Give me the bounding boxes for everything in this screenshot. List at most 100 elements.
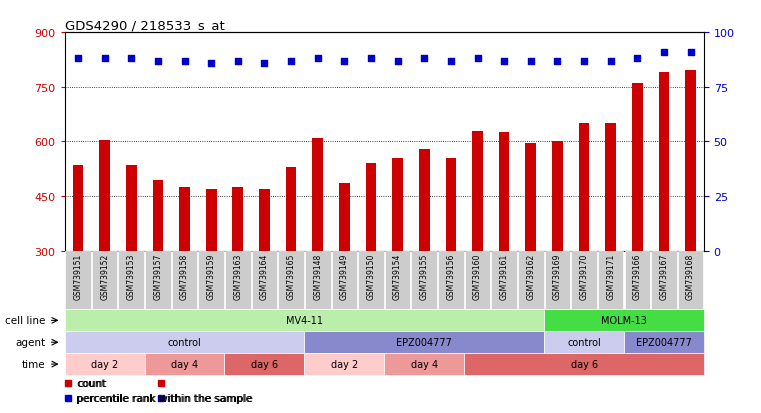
Text: GSM739159: GSM739159	[207, 253, 215, 299]
Bar	[518, 251, 543, 310]
Bar	[446, 159, 457, 251]
Point	[312, 56, 324, 62]
Text: GSM739170: GSM739170	[580, 253, 588, 299]
Text: control: control	[567, 337, 601, 347]
Point	[338, 58, 350, 65]
Bar	[678, 251, 703, 310]
Bar	[304, 353, 384, 375]
Bar	[605, 124, 616, 251]
Text: MOLM-13: MOLM-13	[601, 316, 647, 325]
Point	[551, 58, 563, 65]
Bar	[73, 166, 84, 251]
Text: GSM739171: GSM739171	[607, 253, 615, 299]
Text: GSM739151: GSM739151	[74, 253, 82, 299]
Text: percentile rank within the sample: percentile rank within the sample	[76, 393, 252, 403]
Point	[231, 58, 244, 65]
Text: GSM739166: GSM739166	[633, 253, 642, 299]
Text: GSM739160: GSM739160	[473, 253, 482, 299]
Bar	[65, 251, 91, 310]
Bar	[119, 251, 144, 310]
Text: GSM739158: GSM739158	[180, 253, 189, 299]
Text: agent: agent	[15, 337, 46, 347]
Bar	[465, 251, 490, 310]
Text: GSM739150: GSM739150	[367, 253, 375, 299]
Bar	[544, 332, 624, 353]
Text: GDS4290 / 218533_s_at: GDS4290 / 218533_s_at	[65, 19, 224, 32]
Point	[125, 56, 137, 62]
Text: GSM739163: GSM739163	[234, 253, 242, 299]
Bar	[92, 251, 117, 310]
Point	[524, 58, 537, 65]
Bar	[259, 190, 269, 251]
Point	[151, 58, 164, 65]
Text: percentile rank within the sample: percentile rank within the sample	[78, 393, 253, 403]
Bar	[598, 251, 623, 310]
Bar	[632, 84, 642, 251]
Text: day 4: day 4	[171, 359, 198, 369]
Text: GSM739149: GSM739149	[340, 253, 349, 299]
Text: GSM739168: GSM739168	[686, 253, 695, 299]
Point	[98, 56, 111, 62]
Bar	[659, 73, 670, 251]
Bar	[332, 251, 357, 310]
Bar	[686, 71, 696, 251]
Bar	[305, 251, 330, 310]
Bar	[339, 184, 350, 251]
Text: GSM739153: GSM739153	[127, 253, 135, 299]
Bar	[152, 180, 163, 251]
Bar	[385, 251, 410, 310]
Text: GSM739157: GSM739157	[154, 253, 162, 299]
Text: EPZ004777: EPZ004777	[636, 337, 692, 347]
Point	[419, 56, 431, 62]
Bar	[492, 251, 517, 310]
Point	[258, 60, 271, 67]
Bar	[224, 353, 304, 375]
Text: time: time	[22, 359, 46, 369]
Bar	[205, 190, 216, 251]
Point	[631, 56, 643, 62]
Text: GSM739152: GSM739152	[100, 253, 109, 299]
Bar	[233, 188, 243, 251]
Point	[285, 58, 297, 65]
Bar	[126, 166, 137, 251]
Text: GSM739164: GSM739164	[260, 253, 269, 299]
Bar	[579, 124, 589, 251]
Bar	[358, 251, 384, 310]
Bar	[412, 251, 437, 310]
Bar	[172, 251, 197, 310]
Bar	[384, 353, 464, 375]
Bar	[65, 332, 304, 353]
Bar	[393, 159, 403, 251]
Bar	[199, 251, 224, 310]
Text: day 4: day 4	[411, 359, 438, 369]
Point	[658, 50, 670, 56]
Text: GSM739148: GSM739148	[314, 253, 322, 299]
Text: GSM739167: GSM739167	[660, 253, 668, 299]
Text: cell line: cell line	[5, 316, 46, 325]
Bar	[499, 133, 509, 251]
Bar	[279, 251, 304, 310]
Text: GSM739155: GSM739155	[420, 253, 428, 299]
Point	[498, 58, 510, 65]
Bar	[552, 142, 563, 251]
Bar	[65, 353, 145, 375]
Bar	[180, 188, 190, 251]
Bar	[625, 251, 650, 310]
Bar	[366, 164, 376, 251]
Text: day 6: day 6	[251, 359, 278, 369]
Text: count: count	[76, 378, 106, 388]
Bar	[252, 251, 277, 310]
Point	[471, 56, 484, 62]
Bar	[572, 251, 597, 310]
Bar	[99, 140, 110, 251]
Text: GSM739156: GSM739156	[447, 253, 455, 299]
Bar	[624, 332, 704, 353]
Text: count: count	[78, 378, 107, 388]
Text: control: control	[167, 337, 202, 347]
Point	[391, 58, 403, 65]
Bar	[65, 310, 544, 332]
Text: GSM739162: GSM739162	[527, 253, 535, 299]
Text: GSM739161: GSM739161	[500, 253, 508, 299]
Point	[604, 58, 616, 65]
Text: GSM739165: GSM739165	[287, 253, 295, 299]
